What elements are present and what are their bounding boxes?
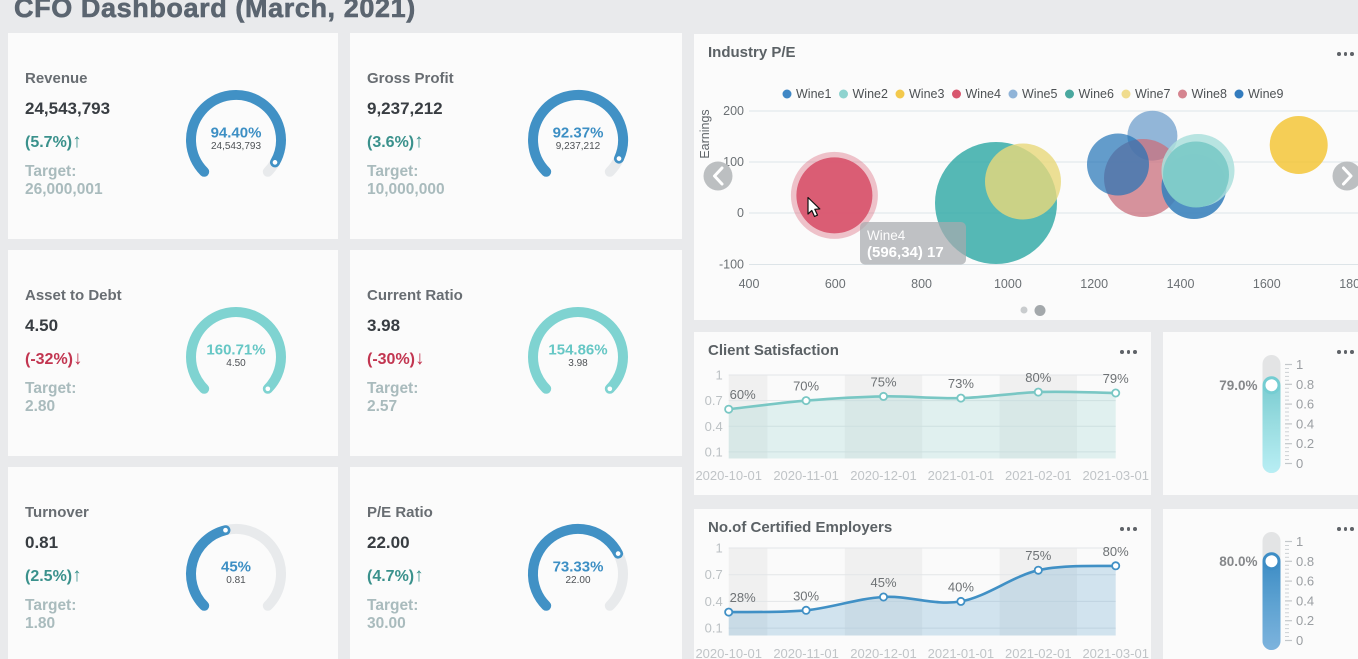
svg-text:9,237,212: 9,237,212 <box>556 141 601 152</box>
svg-text:0: 0 <box>1296 633 1303 648</box>
svg-text:4.50: 4.50 <box>226 358 246 369</box>
svg-text:600: 600 <box>825 277 846 291</box>
svg-text:0.2: 0.2 <box>1296 613 1314 628</box>
svg-text:2020-11-01: 2020-11-01 <box>773 468 839 483</box>
svg-text:2020-10-01: 2020-10-01 <box>695 646 762 659</box>
svg-text:0.4: 0.4 <box>1296 416 1314 431</box>
svg-text:1000: 1000 <box>994 277 1022 291</box>
svg-text:1: 1 <box>1296 357 1303 372</box>
svg-text:Earnings: Earnings <box>698 109 712 158</box>
svg-text:73%: 73% <box>948 376 974 391</box>
svg-text:80.0%: 80.0% <box>1219 554 1257 569</box>
svg-text:Wine9: Wine9 <box>1248 87 1283 101</box>
svg-text:45%: 45% <box>221 559 251 576</box>
svg-text:45%: 45% <box>870 575 896 590</box>
svg-text:154.86%: 154.86% <box>548 342 607 359</box>
svg-text:0.81: 0.81 <box>226 575 246 586</box>
svg-text:2020-10-01: 2020-10-01 <box>695 468 762 483</box>
svg-text:79.0%: 79.0% <box>1219 378 1257 393</box>
svg-text:1200: 1200 <box>1080 277 1108 291</box>
svg-text:30%: 30% <box>793 588 819 603</box>
svg-text:2021-03-01: 2021-03-01 <box>1082 468 1149 483</box>
svg-text:73.33%: 73.33% <box>553 559 604 576</box>
svg-text:0.4: 0.4 <box>705 594 723 609</box>
svg-text:2021-03-01: 2021-03-01 <box>1082 646 1149 659</box>
svg-text:1: 1 <box>1296 534 1303 549</box>
svg-text:2020-12-01: 2020-12-01 <box>850 468 917 483</box>
svg-text:0.4: 0.4 <box>1296 593 1314 608</box>
svg-text:40%: 40% <box>948 579 974 594</box>
svg-text:Wine6: Wine6 <box>1079 87 1114 101</box>
svg-text:Wine2: Wine2 <box>853 87 888 101</box>
svg-text:100: 100 <box>723 155 744 169</box>
svg-text:2021-01-01: 2021-01-01 <box>928 646 995 659</box>
svg-text:200: 200 <box>723 104 744 118</box>
svg-text:28%: 28% <box>730 590 756 605</box>
svg-text:-100: -100 <box>719 258 744 272</box>
svg-text:1800: 1800 <box>1339 277 1358 291</box>
svg-text:0.1: 0.1 <box>705 444 723 459</box>
svg-text:Wine4: Wine4 <box>867 228 906 243</box>
svg-text:2020-12-01: 2020-12-01 <box>850 646 917 659</box>
svg-text:92.37%: 92.37% <box>553 125 604 142</box>
svg-text:80%: 80% <box>1103 544 1129 559</box>
svg-text:80%: 80% <box>1025 370 1051 385</box>
svg-text:1400: 1400 <box>1167 277 1195 291</box>
svg-text:400: 400 <box>739 277 760 291</box>
svg-text:75%: 75% <box>1025 548 1051 563</box>
svg-text:2021-02-01: 2021-02-01 <box>1005 468 1072 483</box>
svg-text:0: 0 <box>1296 456 1303 471</box>
svg-text:0.8: 0.8 <box>1296 377 1314 392</box>
svg-text:Wine5: Wine5 <box>1022 87 1057 101</box>
svg-text:2021-01-01: 2021-01-01 <box>928 468 995 483</box>
svg-text:0.6: 0.6 <box>1296 574 1314 589</box>
svg-text:1: 1 <box>715 368 722 383</box>
svg-text:Wine7: Wine7 <box>1135 87 1170 101</box>
svg-text:0: 0 <box>737 206 744 220</box>
svg-text:70%: 70% <box>793 379 819 394</box>
svg-text:75%: 75% <box>870 374 896 389</box>
svg-text:(596,34) 17: (596,34) 17 <box>867 244 944 261</box>
svg-text:160.71%: 160.71% <box>206 342 265 359</box>
svg-text:0.2: 0.2 <box>1296 436 1314 451</box>
svg-text:94.40%: 94.40% <box>211 125 262 142</box>
svg-text:Wine4: Wine4 <box>966 87 1001 101</box>
svg-text:0.4: 0.4 <box>705 419 723 434</box>
svg-text:1600: 1600 <box>1253 277 1281 291</box>
svg-text:24,543,793: 24,543,793 <box>211 141 261 152</box>
svg-text:0.7: 0.7 <box>705 393 723 408</box>
svg-text:79%: 79% <box>1103 371 1129 386</box>
svg-text:0.8: 0.8 <box>1296 554 1314 569</box>
svg-text:Wine1: Wine1 <box>796 87 831 101</box>
svg-text:60%: 60% <box>730 387 756 402</box>
svg-text:0.1: 0.1 <box>705 621 723 636</box>
svg-text:Wine3: Wine3 <box>909 87 944 101</box>
svg-text:Wine8: Wine8 <box>1192 87 1227 101</box>
svg-text:2021-02-01: 2021-02-01 <box>1005 646 1072 659</box>
svg-text:1: 1 <box>715 541 722 556</box>
svg-text:2020-11-01: 2020-11-01 <box>773 646 839 659</box>
svg-text:0.7: 0.7 <box>705 567 723 582</box>
svg-text:3.98: 3.98 <box>568 358 588 369</box>
svg-text:22.00: 22.00 <box>565 575 590 586</box>
svg-text:800: 800 <box>911 277 932 291</box>
svg-text:0.6: 0.6 <box>1296 397 1314 412</box>
